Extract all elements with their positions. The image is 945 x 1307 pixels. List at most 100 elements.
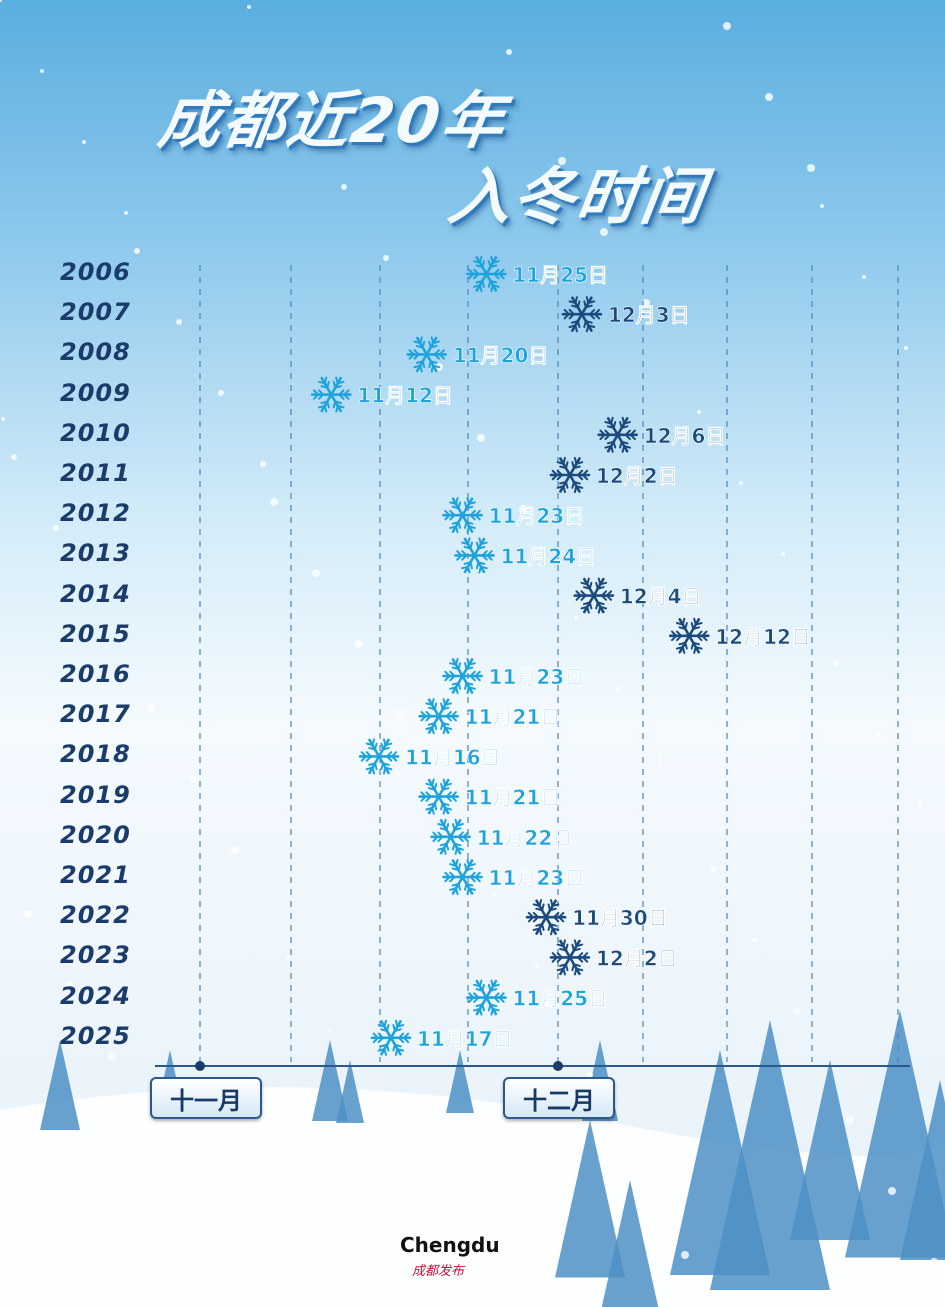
snowflake-branch [596,601,605,606]
snowflake-branch [493,992,500,999]
snowflake-arm [427,795,440,815]
snowflake-arm [473,537,486,557]
snowflake-branch [444,806,452,811]
snowflake-marker [442,657,483,695]
snowflake-branch [320,400,329,405]
snowflake-arm [415,336,429,356]
snow-dot [464,1278,470,1284]
snowflake-branch [469,871,476,878]
snowflake-branch [573,939,578,948]
snowflake-arm [475,256,488,276]
snowflake-arm [439,835,452,855]
snowflake-branch [449,525,458,530]
snow-dot [409,751,413,755]
snowflake-arm [451,859,464,879]
snowflake-branch [558,911,565,919]
snow-dot [658,758,662,762]
snowflake-branch [385,1043,390,1052]
snow-dot [752,937,758,943]
snowflake-branch [493,268,500,275]
snowflake-branch [420,710,427,718]
snow-dot [218,390,224,396]
snow-dot [888,1187,896,1195]
snowflake-branch [449,662,458,666]
snow-dot [875,731,881,737]
y-tick-label: 2011 [60,459,131,487]
snowflake-branch [593,308,601,316]
snowflake-arm [606,433,619,453]
snowflake-branch [473,273,480,280]
data-label: 12月4日 [620,585,702,609]
y-tick-label: 2006 [60,258,131,286]
snowflake-marker [430,818,471,855]
axis-marker-dec [553,1061,563,1071]
snow-dot [147,704,155,712]
snowflake-branch [413,353,420,360]
snow-dot [312,569,320,577]
snow-dot [846,1116,854,1124]
snowflake-branch [466,497,471,505]
snow-dot [396,711,404,719]
snowflake-marker [370,1019,412,1056]
snowflake-branch [420,795,427,802]
snowflake-arm [568,457,581,477]
snowflake-branch [441,722,450,726]
data-label: 11月22日 [477,826,573,850]
snowflake-branch [564,963,569,972]
snowflake-branch [437,835,444,843]
snowflake-branch [600,590,608,597]
snowflake-branch [335,404,339,413]
snowflake-branch [326,400,330,409]
y-tick-label: 2014 [60,579,131,608]
snowflake-branch [365,742,374,747]
snow-dot [341,184,347,190]
snowflake-branch [440,702,444,711]
snow-dot [723,22,731,30]
snowflake-branch [478,1007,483,1016]
snowflake-branch [475,264,484,269]
y-tick-label: 2018 [60,740,131,769]
snowflake-branch [456,554,463,561]
snowflake-branch [419,364,423,373]
snowflake-branch [332,400,337,409]
snowflake-branch [466,657,471,666]
snowflake-branch [465,882,474,887]
snowflake-branch [431,726,435,735]
snowflake-branch [462,831,469,838]
snowflake-branch [551,956,558,963]
snowflake-branch [451,867,460,872]
snowflake-marker [358,738,400,775]
snow-dot [247,5,251,9]
snowflake-branch [478,537,482,546]
pine-tree [601,1180,659,1307]
snowflake-branch [442,778,447,787]
snowflake-branch [368,762,376,766]
snowflake-branch [425,710,432,718]
snowflake-branch [335,376,339,385]
y-tick-label: 2025 [60,1021,131,1050]
snowflake-branch [421,340,426,349]
snowflake-arm [377,738,390,758]
snowflake-branch [550,899,554,907]
snowflake-branch [563,313,570,320]
snowflake-arm [582,594,596,614]
snowflake-branch [425,782,434,787]
snowflake-arm [678,634,691,654]
snowflake-branch [491,1007,500,1012]
snowflake-branch [442,698,447,706]
snowflake-branch [454,818,459,827]
snowflake-arm [592,577,605,597]
snowflake-branch [556,474,563,481]
snowflake-branch [429,360,438,364]
snowflake-branch [393,1043,402,1048]
snowflake-branch [576,469,584,476]
snowflake-branch [413,340,422,345]
snow-dot [328,1028,332,1032]
snowflake-branch [551,474,558,481]
snowflake-branch [696,630,703,637]
snowflake-branch [595,581,599,590]
snowflake-arm [451,513,464,533]
data-label: 11月23日 [489,665,585,689]
data-label: 12月12日 [715,625,811,649]
